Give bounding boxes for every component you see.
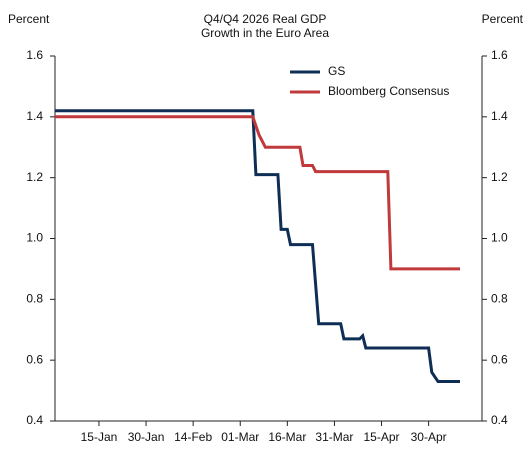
y2-tick-label: 0.8	[491, 292, 508, 306]
x-tick-label: 15-Apr	[364, 430, 400, 444]
data-line	[55, 115, 460, 271]
y-tick-label: 1.2	[26, 170, 43, 184]
y-tick-label: 0.6	[26, 352, 43, 366]
y2-axis-label: Percent	[482, 12, 524, 26]
x-tick-label: 30-Jan	[128, 430, 165, 444]
x-tick-label: 15-Jan	[81, 430, 118, 444]
y2-tick-label: 1.6	[491, 48, 508, 62]
y-axis-label: Percent	[8, 12, 50, 26]
y-tick-label: 1.6	[26, 48, 43, 62]
y2-tick-label: 0.4	[491, 413, 508, 427]
x-tick-label: 01-Mar	[221, 430, 259, 444]
x-tick-label: 31-Mar	[315, 430, 353, 444]
y-tick-label: 0.8	[26, 292, 43, 306]
y-tick-label: 1.4	[26, 109, 43, 123]
chart-title: Growth in the Euro Area	[201, 26, 329, 40]
data-line	[55, 109, 460, 383]
y2-tick-label: 1.2	[491, 170, 508, 184]
x-tick-label: 30-Apr	[411, 430, 447, 444]
y2-tick-label: 0.6	[491, 352, 508, 366]
x-tick-label: 14-Feb	[174, 430, 212, 444]
x-tick-label: 16-Mar	[268, 430, 306, 444]
y-tick-label: 0.4	[26, 413, 43, 427]
y-tick-label: 1.0	[26, 231, 43, 245]
legend-label: Bloomberg Consensus	[328, 84, 449, 98]
y2-tick-label: 1.4	[491, 109, 508, 123]
y2-tick-label: 1.0	[491, 231, 508, 245]
chart-title: Q4/Q4 2026 Real GDP	[204, 12, 327, 26]
legend-label: GS	[328, 64, 345, 78]
